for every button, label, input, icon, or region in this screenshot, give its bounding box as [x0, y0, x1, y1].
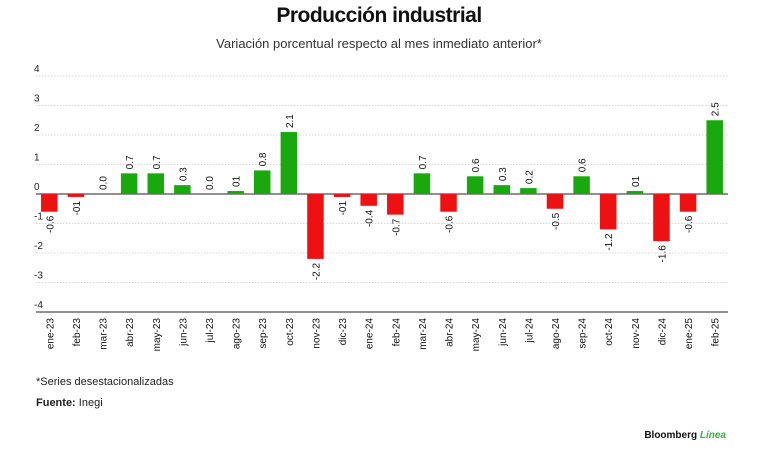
data-label: 0.6: [471, 158, 482, 172]
bar: [440, 194, 457, 212]
y-tick-label: -2: [34, 241, 43, 252]
brand-main: Bloomberg: [644, 430, 698, 441]
bar: [546, 194, 564, 209]
data-label: 0.3: [178, 167, 189, 181]
bar: [307, 194, 324, 259]
y-tick-label: 4: [34, 64, 40, 75]
chart-title: Producción industrial: [276, 4, 482, 27]
data-label: -01: [338, 201, 349, 216]
x-tick-label: mar-23: [99, 318, 110, 350]
y-tick-label: -3: [34, 271, 43, 282]
bar: [174, 185, 191, 194]
data-label: -01: [72, 201, 83, 216]
x-tick-label: may-24: [471, 318, 482, 352]
footnote: *Series desestacionalizadas: [36, 376, 174, 388]
x-tick-label: ene-23: [45, 318, 56, 350]
bar: [413, 173, 431, 194]
bar: [120, 173, 138, 194]
x-tick-label: mar-24: [418, 318, 429, 350]
data-label: 01: [232, 175, 243, 187]
bar: [147, 173, 165, 194]
x-tick-label: ago-24: [551, 318, 562, 350]
x-tick-label: ago-23: [232, 318, 243, 350]
data-label: 0.0: [205, 176, 216, 190]
data-label: -0.6: [445, 215, 456, 233]
x-tick-label: nov-24: [631, 318, 642, 349]
data-label: 0.3: [498, 167, 509, 181]
bar: [653, 194, 670, 242]
data-label: 0.7: [125, 155, 136, 169]
bar: [573, 176, 590, 194]
x-tick-label: jul-23: [205, 318, 216, 344]
bar: [626, 191, 644, 194]
brand-logo: Bloomberg Línea: [644, 430, 726, 441]
data-label: -0.7: [391, 218, 402, 236]
data-label: 2.1: [285, 114, 296, 128]
x-tick-label: oct-23: [285, 318, 296, 346]
x-tick-label: sep-24: [578, 318, 589, 349]
bar: [599, 194, 617, 230]
x-tick-label: jun-23: [178, 318, 189, 347]
data-label: 0.7: [152, 155, 163, 169]
data-label: 0.8: [258, 152, 269, 166]
bar: [280, 132, 298, 194]
y-tick-label: 3: [34, 94, 40, 105]
chart-subtitle: Variación porcentual respecto al mes inm…: [216, 36, 542, 51]
data-label: 2.5: [711, 102, 722, 116]
data-label: -0.6: [684, 215, 695, 233]
bar: [520, 188, 537, 194]
data-label: -1.2: [604, 233, 615, 251]
data-label: 0.0: [99, 176, 110, 190]
bar-chart: 4 3 2 1 0 -1 -2 -3 -4 -0.6 ene-23 -01 feb-23 0.0 mar-2…: [34, 64, 728, 352]
bar: [360, 194, 377, 206]
bar: [466, 176, 484, 194]
bar: [333, 194, 351, 197]
x-tick-label: nov-23: [311, 318, 322, 349]
data-label: 0.7: [418, 155, 429, 169]
x-tick-label: abr-24: [445, 318, 456, 347]
x-tick-label: oct-24: [604, 318, 615, 346]
x-tick-label: feb-24: [391, 318, 402, 347]
y-tick-label: 0: [34, 182, 40, 193]
x-tick-label: dic-23: [338, 318, 349, 346]
x-tick-label: abr-23: [125, 318, 136, 347]
y-tick-label: -1: [34, 212, 43, 223]
x-tick-label: may-23: [152, 318, 163, 352]
bar: [493, 185, 511, 194]
x-tick-label: sep-23: [258, 318, 269, 349]
brand-accent: Línea: [699, 430, 726, 441]
source-value: Inegi: [78, 397, 103, 409]
bar: [227, 191, 244, 194]
x-tick-label: dic-24: [657, 318, 668, 346]
bar: [387, 194, 404, 215]
x-tick-label: jun-24: [498, 318, 509, 347]
y-tick-label: 1: [34, 153, 40, 164]
x-tick-label: jul-24: [524, 318, 535, 344]
data-label: 01: [631, 175, 642, 187]
data-label: -0.5: [551, 212, 562, 230]
x-tick-label: feb-25: [711, 318, 722, 347]
bar: [679, 194, 697, 212]
x-tick-label: ene-25: [684, 318, 695, 350]
x-tick-label: ene-24: [365, 318, 376, 350]
bar: [253, 170, 271, 194]
data-label: 0.6: [578, 158, 589, 172]
data-label: -0.6: [45, 215, 56, 233]
data-label: 0.2: [524, 170, 535, 184]
bar: [67, 194, 85, 197]
y-tick-label: -4: [34, 300, 43, 311]
source-line: Fuente: Inegi: [36, 397, 103, 409]
data-label: -1.6: [657, 245, 668, 263]
bar: [706, 120, 723, 194]
source-label: Fuente:: [36, 397, 76, 409]
data-label: -0.4: [365, 209, 376, 227]
x-tick-label: feb-23: [72, 318, 83, 347]
bar: [41, 194, 58, 212]
y-tick-label: 2: [34, 123, 40, 134]
data-label: -2.2: [311, 262, 322, 280]
